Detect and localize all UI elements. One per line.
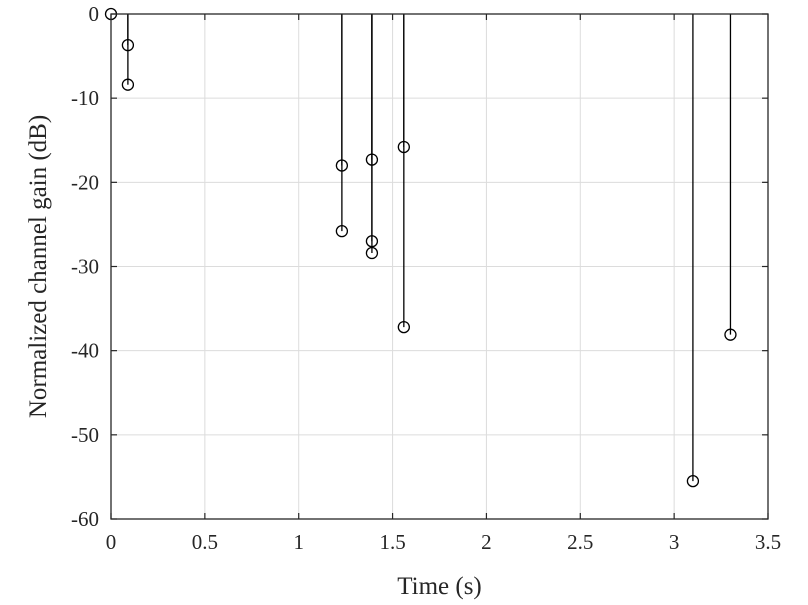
y-tick-label: -20	[71, 170, 99, 194]
stem-marker	[121, 78, 135, 91]
x-tick-label: 0.5	[192, 530, 218, 554]
y-tick-label: -50	[71, 423, 99, 447]
x-tick-label: 3	[669, 530, 680, 554]
x-tick-label: 2	[481, 530, 492, 554]
tick-marks	[110, 13, 769, 520]
stem-marker	[686, 474, 700, 488]
stem-marker	[724, 328, 737, 341]
y-tick-label: -10	[71, 86, 99, 110]
x-tick-label: 0	[106, 530, 117, 554]
grid	[111, 14, 768, 519]
x-tick-labels: 0 0.5 1 1.5 2 2.5 3 3.5	[106, 530, 781, 554]
stem-marker	[397, 320, 410, 334]
y-tick-labels: 0 -10 -20 -30 -40 -50 -60	[71, 2, 99, 531]
stem-series	[104, 7, 737, 488]
y-tick-label: 0	[89, 2, 100, 26]
y-tick-label: -60	[71, 507, 99, 531]
x-axis-label: Time (s)	[397, 573, 482, 600]
y-tick-label: -30	[71, 255, 99, 279]
y-axis-label: Normalized channel gain (dB)	[25, 115, 52, 418]
x-tick-label: 2.5	[567, 530, 593, 554]
y-tick-label: -40	[71, 339, 99, 363]
x-tick-label: 1	[293, 530, 304, 554]
x-tick-label: 3.5	[755, 530, 781, 554]
stem-marker	[335, 224, 349, 238]
x-tick-label: 1.5	[379, 530, 405, 554]
stem-marker	[365, 246, 379, 260]
